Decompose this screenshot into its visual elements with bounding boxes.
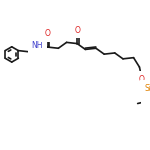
Text: Si: Si — [144, 84, 150, 93]
Text: O: O — [45, 29, 51, 38]
Text: NH: NH — [32, 41, 43, 50]
Text: O: O — [139, 75, 145, 84]
Text: O: O — [74, 26, 80, 34]
